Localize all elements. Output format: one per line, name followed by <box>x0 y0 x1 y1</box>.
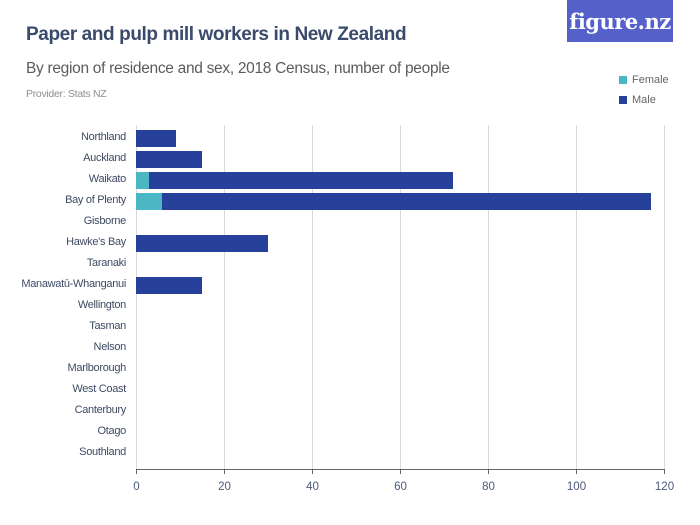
bar-male[interactable] <box>149 172 453 189</box>
axis-tick <box>400 469 401 474</box>
bar-male[interactable] <box>136 130 176 147</box>
category-label: Southland <box>79 446 126 458</box>
legend-label-male: Male <box>632 94 656 106</box>
chart-row: Northland <box>0 128 700 149</box>
axis-tick <box>224 469 225 474</box>
chart-row: Bay of Plenty <box>0 191 700 212</box>
bar-male[interactable] <box>136 235 268 252</box>
gridline <box>576 125 577 469</box>
category-label: Otago <box>97 425 127 437</box>
chart-row: Nelson <box>0 338 700 359</box>
chart-row: Taranaki <box>0 254 700 275</box>
axis-tick <box>664 469 665 474</box>
male-swatch-icon <box>619 96 627 104</box>
bar-male[interactable] <box>136 277 202 294</box>
axis-tick <box>312 469 313 474</box>
axis-tick <box>576 469 577 474</box>
bar-male[interactable] <box>162 193 651 210</box>
category-label: Auckland <box>83 152 126 164</box>
gridline <box>400 125 401 469</box>
category-label: Marlborough <box>67 362 127 374</box>
gridline <box>136 125 137 469</box>
category-label: Canterbury <box>74 404 127 416</box>
gridline <box>312 125 313 469</box>
bar-female[interactable] <box>136 193 163 210</box>
axis-tick-label: 0 <box>133 481 140 493</box>
x-axis-line <box>136 469 664 470</box>
axis-tick <box>488 469 489 474</box>
legend-item-male: Male <box>619 90 669 110</box>
bar-male[interactable] <box>136 151 202 168</box>
axis-tick-label: 40 <box>306 481 319 493</box>
category-label: Northland <box>81 131 126 143</box>
axis-tick-label: 80 <box>482 481 495 493</box>
axis-tick-label: 60 <box>394 481 407 493</box>
axis-tick-label: 20 <box>218 481 231 493</box>
category-label: Waikato <box>88 173 127 185</box>
category-label: Nelson <box>93 341 127 353</box>
figure-nz-logo[interactable]: figure.nz <box>567 0 673 42</box>
chart-row: Gisborne <box>0 212 700 233</box>
chart-row: Southland <box>0 443 700 464</box>
category-label: Tasman <box>89 320 126 332</box>
axis-tick <box>136 469 137 474</box>
chart-row: West Coast <box>0 380 700 401</box>
chart-row: Auckland <box>0 149 700 170</box>
chart-row: Waikato <box>0 170 700 191</box>
legend: Female Male <box>619 70 669 110</box>
female-swatch-icon <box>619 76 627 84</box>
chart-row: Manawatū-Whanganui <box>0 275 700 296</box>
legend-item-female: Female <box>619 70 669 90</box>
logo-text: figure.nz <box>569 8 671 34</box>
axis-tick-label: 100 <box>566 481 587 493</box>
chart-row: Canterbury <box>0 401 700 422</box>
category-label: Wellington <box>77 299 126 311</box>
chart-row: Otago <box>0 422 700 443</box>
gridline <box>488 125 489 469</box>
gridline <box>224 125 225 469</box>
chart-subtitle: By region of residence and sex, 2018 Cen… <box>26 60 450 77</box>
chart-title: Paper and pulp mill workers in New Zeala… <box>26 24 407 45</box>
category-label: West Coast <box>72 383 126 395</box>
chart-row: Marlborough <box>0 359 700 380</box>
chart-row: Wellington <box>0 296 700 317</box>
axis-tick-label: 120 <box>654 481 675 493</box>
category-label: Hawke's Bay <box>66 236 126 248</box>
category-label: Gisborne <box>83 215 127 227</box>
category-label: Bay of Plenty <box>65 194 126 206</box>
provider-note: Provider: Stats NZ <box>26 88 107 100</box>
chart-row: Hawke's Bay <box>0 233 700 254</box>
legend-label-female: Female <box>632 74 669 86</box>
bar-female[interactable] <box>136 172 150 189</box>
category-label: Taranaki <box>86 257 126 269</box>
category-label: Manawatū-Whanganui <box>21 278 126 290</box>
chart-row: Tasman <box>0 317 700 338</box>
gridline <box>664 125 665 469</box>
